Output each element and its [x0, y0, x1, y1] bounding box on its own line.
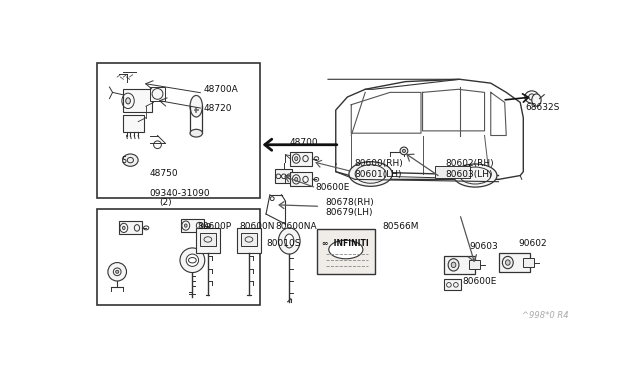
Bar [237, 228, 260, 253]
Text: 80566M: 80566M [382, 222, 419, 231]
Text: 68632S: 68632S [525, 103, 560, 112]
Text: 48750: 48750 [150, 170, 179, 179]
Ellipse shape [184, 224, 187, 227]
Text: 80600(RH): 80600(RH) [355, 160, 403, 169]
Bar [150, 87, 165, 101]
Text: 09340-31090: 09340-31090 [150, 189, 211, 198]
Text: 90603: 90603 [469, 242, 498, 251]
Ellipse shape [123, 154, 138, 166]
Ellipse shape [294, 177, 298, 181]
Ellipse shape [506, 260, 510, 265]
Text: 80600E: 80600E [316, 183, 350, 192]
Text: 80600E: 80600E [463, 277, 497, 286]
Text: 80601(LH): 80601(LH) [355, 170, 402, 179]
Ellipse shape [125, 98, 131, 104]
Ellipse shape [349, 162, 392, 186]
Ellipse shape [451, 262, 456, 267]
Ellipse shape [122, 226, 125, 230]
Bar [118, 221, 142, 234]
Text: 80600P: 80600P [198, 222, 232, 231]
Bar [290, 152, 312, 166]
Ellipse shape [502, 256, 513, 269]
Bar [499, 253, 529, 272]
Text: 80678(RH): 80678(RH) [325, 198, 374, 207]
Bar [317, 230, 375, 274]
Text: 80603(LH): 80603(LH) [446, 170, 493, 179]
Ellipse shape [525, 91, 539, 103]
Text: ∞  INFINITI: ∞ INFINITI [323, 239, 369, 248]
Ellipse shape [285, 234, 294, 248]
Ellipse shape [448, 259, 459, 271]
Bar [196, 228, 220, 253]
Bar [97, 63, 260, 198]
Text: 80010S: 80010S [266, 239, 301, 248]
Bar [123, 89, 152, 112]
Bar [469, 260, 480, 269]
Text: 80679(LH): 80679(LH) [325, 208, 372, 217]
Ellipse shape [180, 248, 205, 273]
Ellipse shape [403, 150, 406, 153]
Bar [123, 115, 145, 132]
Ellipse shape [294, 157, 298, 161]
Bar [290, 173, 312, 186]
Text: ^998*0 R4: ^998*0 R4 [522, 311, 568, 320]
Text: 80600N: 80600N [239, 222, 275, 231]
Bar [435, 166, 470, 178]
Bar [275, 169, 292, 183]
Bar [524, 258, 534, 267]
Text: S: S [122, 155, 127, 165]
Ellipse shape [454, 164, 497, 187]
Text: 90602: 90602 [518, 239, 547, 248]
Text: 48720: 48720 [204, 104, 232, 113]
Ellipse shape [329, 240, 363, 259]
Bar [444, 279, 461, 290]
Text: (2): (2) [159, 198, 172, 207]
Ellipse shape [278, 228, 300, 254]
Ellipse shape [186, 254, 198, 266]
Bar [200, 232, 216, 246]
Ellipse shape [108, 263, 127, 281]
Ellipse shape [190, 96, 202, 117]
Bar [180, 219, 204, 232]
Text: 80600NA: 80600NA [275, 222, 317, 231]
Ellipse shape [116, 270, 119, 273]
Bar [444, 256, 476, 274]
Bar [241, 232, 257, 246]
Ellipse shape [532, 94, 541, 106]
Text: 80602(RH): 80602(RH) [446, 160, 495, 169]
Bar [97, 209, 260, 305]
Ellipse shape [400, 147, 408, 155]
Ellipse shape [190, 129, 202, 137]
Text: 48700: 48700 [289, 138, 318, 147]
Text: 48700A: 48700A [204, 85, 238, 94]
